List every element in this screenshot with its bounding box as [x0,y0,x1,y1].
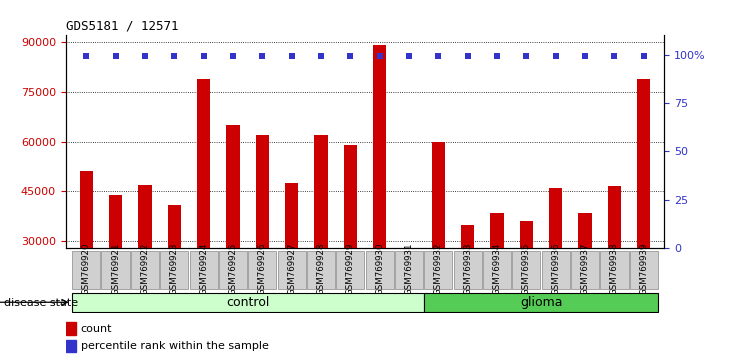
FancyBboxPatch shape [248,251,277,289]
Text: GSM769923: GSM769923 [170,243,179,295]
FancyBboxPatch shape [337,251,364,289]
Point [345,53,356,58]
Bar [226,125,239,341]
Text: GSM769929: GSM769929 [346,243,355,295]
Point [169,53,180,58]
Point [256,53,268,58]
Bar [431,142,445,341]
Bar [168,205,181,341]
FancyBboxPatch shape [72,251,100,289]
FancyBboxPatch shape [160,251,188,289]
Point [462,53,474,58]
Text: GSM769928: GSM769928 [317,243,326,295]
Point [491,53,503,58]
Point [579,53,591,58]
Point [432,53,444,58]
Text: GSM769926: GSM769926 [258,243,266,295]
Bar [608,187,621,341]
Point [139,53,151,58]
Bar [138,185,152,341]
Text: GSM769936: GSM769936 [551,243,560,295]
Text: GSM769922: GSM769922 [140,243,150,295]
Text: GSM769933: GSM769933 [464,243,472,295]
Point [227,53,239,58]
Text: disease state: disease state [4,298,78,308]
Text: GSM769932: GSM769932 [434,243,443,295]
FancyBboxPatch shape [512,251,540,289]
Bar [66,340,77,352]
Text: GSM769925: GSM769925 [228,243,237,295]
Point [80,53,92,58]
FancyBboxPatch shape [277,251,306,289]
Text: GSM769937: GSM769937 [580,243,590,295]
FancyBboxPatch shape [423,293,658,312]
Bar [637,79,650,341]
FancyBboxPatch shape [453,251,482,289]
Text: control: control [226,296,269,309]
Bar [315,135,328,341]
Point [520,53,532,58]
Point [609,53,620,58]
Bar [578,213,592,341]
Point [110,53,121,58]
FancyBboxPatch shape [600,251,629,289]
Bar [66,322,77,335]
Text: GSM769931: GSM769931 [404,243,413,295]
Bar [520,221,533,341]
Text: GSM769934: GSM769934 [493,243,502,295]
Point [638,53,650,58]
Text: GSM769939: GSM769939 [639,243,648,295]
Text: GDS5181 / 12571: GDS5181 / 12571 [66,20,178,33]
FancyBboxPatch shape [101,251,130,289]
FancyBboxPatch shape [424,251,453,289]
Text: count: count [81,324,112,333]
Bar [197,79,210,341]
FancyBboxPatch shape [366,251,393,289]
Bar [109,195,122,341]
Bar [285,183,299,341]
Bar [491,213,504,341]
FancyBboxPatch shape [219,251,247,289]
Text: GSM769938: GSM769938 [610,243,619,295]
Point [286,53,298,58]
FancyBboxPatch shape [190,251,218,289]
Text: GSM769920: GSM769920 [82,243,91,295]
Point [550,53,561,58]
Bar [549,188,562,341]
FancyBboxPatch shape [72,293,423,312]
Text: percentile rank within the sample: percentile rank within the sample [81,341,269,351]
Bar [255,135,269,341]
Text: GSM769930: GSM769930 [375,243,384,295]
Text: GSM769927: GSM769927 [287,243,296,295]
FancyBboxPatch shape [571,251,599,289]
FancyBboxPatch shape [542,251,570,289]
Bar [344,145,357,341]
FancyBboxPatch shape [131,251,159,289]
Point [374,53,385,58]
Bar [373,45,386,341]
FancyBboxPatch shape [483,251,511,289]
Bar [461,224,474,341]
FancyBboxPatch shape [307,251,335,289]
Point [315,53,327,58]
Text: GSM769921: GSM769921 [111,243,120,295]
FancyBboxPatch shape [630,251,658,289]
Bar [80,171,93,341]
Point [403,53,415,58]
FancyBboxPatch shape [395,251,423,289]
Point [198,53,210,58]
Text: glioma: glioma [520,296,562,309]
Text: GSM769924: GSM769924 [199,243,208,295]
Text: GSM769935: GSM769935 [522,243,531,295]
